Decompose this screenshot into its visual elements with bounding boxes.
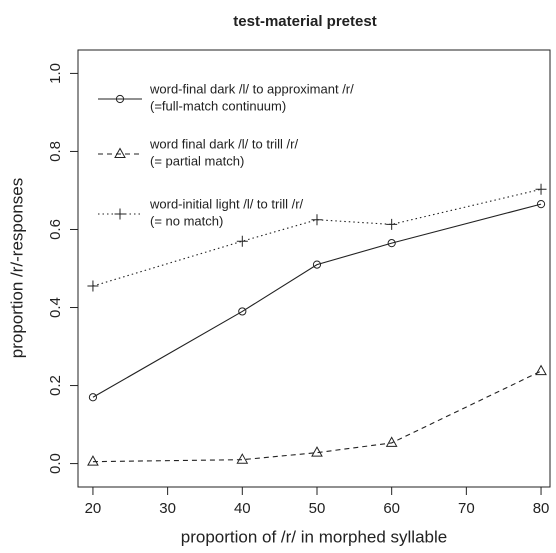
point bbox=[311, 446, 323, 457]
x-tick-label: 60 bbox=[383, 500, 400, 517]
legend-label: word-final dark /l/ to approximant /r/ bbox=[149, 81, 354, 96]
series-line bbox=[92, 370, 542, 463]
legend-marker bbox=[115, 94, 125, 104]
legend-label: (=full-match continuum) bbox=[150, 98, 286, 113]
legend-label: (= no match) bbox=[150, 213, 223, 228]
x-tick-label: 40 bbox=[234, 500, 251, 517]
y-axis-label: proportion /r/-responses bbox=[7, 178, 26, 358]
y-tick-label: 0.6 bbox=[47, 219, 64, 240]
legend-label: word-initial light /l/ to trill /r/ bbox=[149, 196, 304, 211]
y-tick-label: 0.2 bbox=[47, 375, 64, 396]
point bbox=[385, 436, 398, 447]
point bbox=[535, 364, 547, 376]
point bbox=[536, 200, 546, 209]
series-line bbox=[92, 188, 542, 287]
point bbox=[387, 239, 396, 248]
point bbox=[311, 214, 323, 226]
x-tick-label: 80 bbox=[533, 500, 550, 517]
x-axis-label: proportion of /r/ in morphed syllable bbox=[181, 527, 447, 546]
x-tick-label: 70 bbox=[458, 500, 475, 517]
point bbox=[535, 183, 547, 195]
series-line bbox=[92, 203, 542, 398]
point bbox=[87, 455, 99, 466]
point bbox=[312, 260, 322, 269]
point bbox=[87, 280, 99, 292]
y-tick-label: 0.8 bbox=[47, 141, 64, 162]
point bbox=[236, 453, 249, 464]
point bbox=[386, 218, 398, 230]
point bbox=[236, 235, 248, 247]
point bbox=[88, 393, 98, 402]
legend-label: (= partial match) bbox=[150, 153, 244, 168]
y-tick-label: 0.4 bbox=[47, 297, 64, 318]
legend-marker bbox=[114, 208, 126, 220]
y-tick-label: 1.0 bbox=[47, 63, 64, 84]
x-tick-label: 20 bbox=[85, 500, 102, 517]
x-tick-label: 50 bbox=[309, 500, 326, 517]
x-tick-label: 30 bbox=[159, 500, 176, 517]
point bbox=[238, 307, 247, 316]
chart-title: test-material pretest bbox=[233, 13, 376, 30]
legend-label: word final dark /l/ to trill /r/ bbox=[149, 136, 298, 151]
legend-marker bbox=[114, 147, 126, 158]
plot-frame bbox=[77, 49, 551, 488]
y-tick-label: 0.0 bbox=[47, 453, 64, 474]
